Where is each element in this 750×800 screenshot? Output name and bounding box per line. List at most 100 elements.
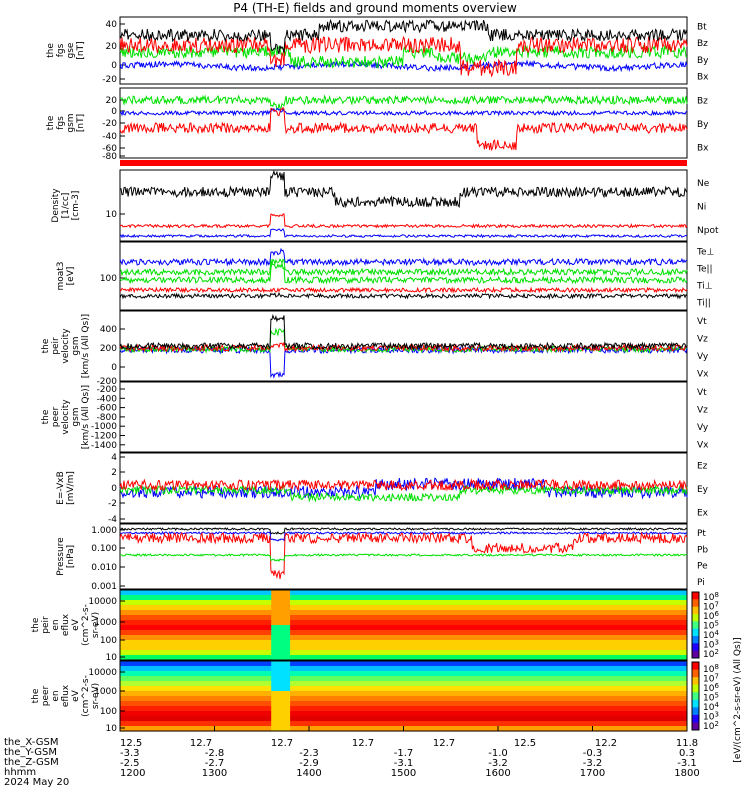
- spectrogram-cell: [120, 650, 130, 656]
- x-tick-value: 1200: [120, 768, 145, 779]
- spectrogram-cell: [583, 600, 593, 606]
- spectrogram-cell: [516, 691, 527, 697]
- spectrogram-cell: [649, 691, 660, 697]
- spectrogram-cell: [309, 716, 319, 722]
- spectrogram-cell: [186, 635, 197, 641]
- spectrogram-cell: [120, 610, 130, 616]
- spectrogram-cell: [138, 650, 149, 656]
- spectrogram-cell: [261, 686, 272, 692]
- spectrogram-cell: [384, 706, 395, 712]
- spectrogram-cell: [649, 650, 660, 656]
- spectrogram-cell: [592, 696, 603, 702]
- spectrogram-cell: [205, 610, 216, 616]
- colorbar-swatch: [692, 669, 699, 678]
- spectrogram-cell: [261, 655, 272, 661]
- spectrogram-cell: [223, 595, 234, 601]
- spectrogram-cell: [611, 590, 622, 596]
- spectrogram-cell: [271, 615, 282, 621]
- spectrogram-cell: [639, 676, 650, 682]
- spectrogram-cell: [545, 721, 556, 727]
- spectrogram-cell: [573, 706, 584, 712]
- y-axis-label: en: [51, 619, 61, 630]
- spectrogram-cell: [441, 696, 452, 702]
- spectrogram-cell: [479, 605, 490, 611]
- spectrogram-cell: [554, 635, 565, 641]
- spectrogram-cell: [309, 691, 319, 697]
- spectrogram-cell: [639, 726, 650, 732]
- spectrogram-cell: [592, 706, 603, 712]
- spectrogram-cell: [271, 696, 282, 702]
- spectrogram-cell: [649, 620, 660, 626]
- spectrogram-cell: [639, 696, 650, 702]
- spectrogram-cell: [507, 681, 518, 687]
- x-tick-value: 12.7: [352, 738, 374, 749]
- spectrogram-cell: [337, 711, 348, 717]
- spectrogram-cell: [242, 655, 253, 661]
- spectrogram-cell: [583, 681, 593, 687]
- spectrogram-cell: [564, 630, 575, 636]
- spectrogram-cell: [167, 610, 178, 616]
- y-axis-label: [1/cc]: [61, 193, 71, 219]
- spectrogram-cell: [384, 686, 395, 692]
- spectrogram-cell: [394, 630, 404, 636]
- spectrogram-cell: [384, 615, 395, 621]
- y-axis-label: the: [46, 43, 56, 58]
- spectrogram-cell: [602, 655, 612, 661]
- spectrogram-cell: [223, 706, 234, 712]
- spectrogram-cell: [431, 716, 442, 722]
- spectrogram-cell: [233, 620, 244, 626]
- spectrogram-cell: [469, 691, 480, 697]
- spectrogram-cell: [309, 640, 319, 646]
- spectrogram-cell: [516, 696, 527, 702]
- spectrogram-cell: [384, 600, 395, 606]
- y-axis-label: gsm: [71, 336, 81, 355]
- spectrogram-cell: [356, 671, 367, 677]
- spectrogram-cell: [507, 726, 518, 732]
- spectrogram-cell: [309, 630, 319, 636]
- spectrogram-cell: [460, 686, 471, 692]
- spectrogram-cell: [309, 711, 319, 717]
- spectrogram-cell: [488, 711, 499, 717]
- spectrogram-cell: [186, 630, 197, 636]
- spectrogram-cell: [441, 610, 452, 616]
- spectrogram-cell: [507, 716, 518, 722]
- spectrogram-cell: [658, 671, 669, 677]
- spectrogram-cell: [677, 701, 688, 707]
- spectrogram-cell: [583, 671, 593, 677]
- spectrogram-cell: [356, 640, 367, 646]
- spectrogram-cell: [148, 625, 159, 631]
- spectrogram-cell: [214, 655, 225, 661]
- series-Pt: [119, 527, 688, 535]
- spectrogram-cell: [583, 615, 593, 621]
- spectrogram-cell: [214, 605, 225, 611]
- spectrogram-cell: [233, 686, 244, 692]
- spectrogram-cell: [545, 726, 556, 732]
- spectrogram-cell: [479, 650, 490, 656]
- spectrogram-cell: [583, 666, 593, 672]
- spectrogram-cell: [252, 671, 263, 677]
- spectrogram-cell: [630, 655, 641, 661]
- spectrogram-cell: [365, 671, 376, 677]
- spectrogram-cell: [516, 615, 527, 621]
- spectrogram-cell: [422, 701, 433, 707]
- spectrogram-cell: [120, 615, 130, 621]
- separator-band: [120, 160, 687, 166]
- spectrogram-cell: [394, 671, 404, 677]
- spectrogram-cell: [346, 630, 357, 636]
- spectrogram-cell: [564, 696, 575, 702]
- spectrogram-cell: [327, 600, 338, 606]
- spectrogram-cell: [535, 716, 546, 722]
- spectrogram-cell: [233, 676, 244, 682]
- spectrogram-cell: [205, 590, 216, 596]
- y-tick-label: -600: [97, 404, 118, 414]
- spectrogram-cell: [365, 620, 376, 626]
- spectrogram-cell: [394, 635, 404, 641]
- spectrogram-cell: [592, 630, 603, 636]
- spectrogram-cell: [630, 615, 641, 621]
- spectrogram-cell: [469, 686, 480, 692]
- spectrogram-cell: [658, 686, 669, 692]
- spectrogram-cell: [346, 650, 357, 656]
- spectrogram-cell: [602, 676, 612, 682]
- spectrogram-cell: [431, 650, 442, 656]
- spectrogram-cell: [658, 701, 669, 707]
